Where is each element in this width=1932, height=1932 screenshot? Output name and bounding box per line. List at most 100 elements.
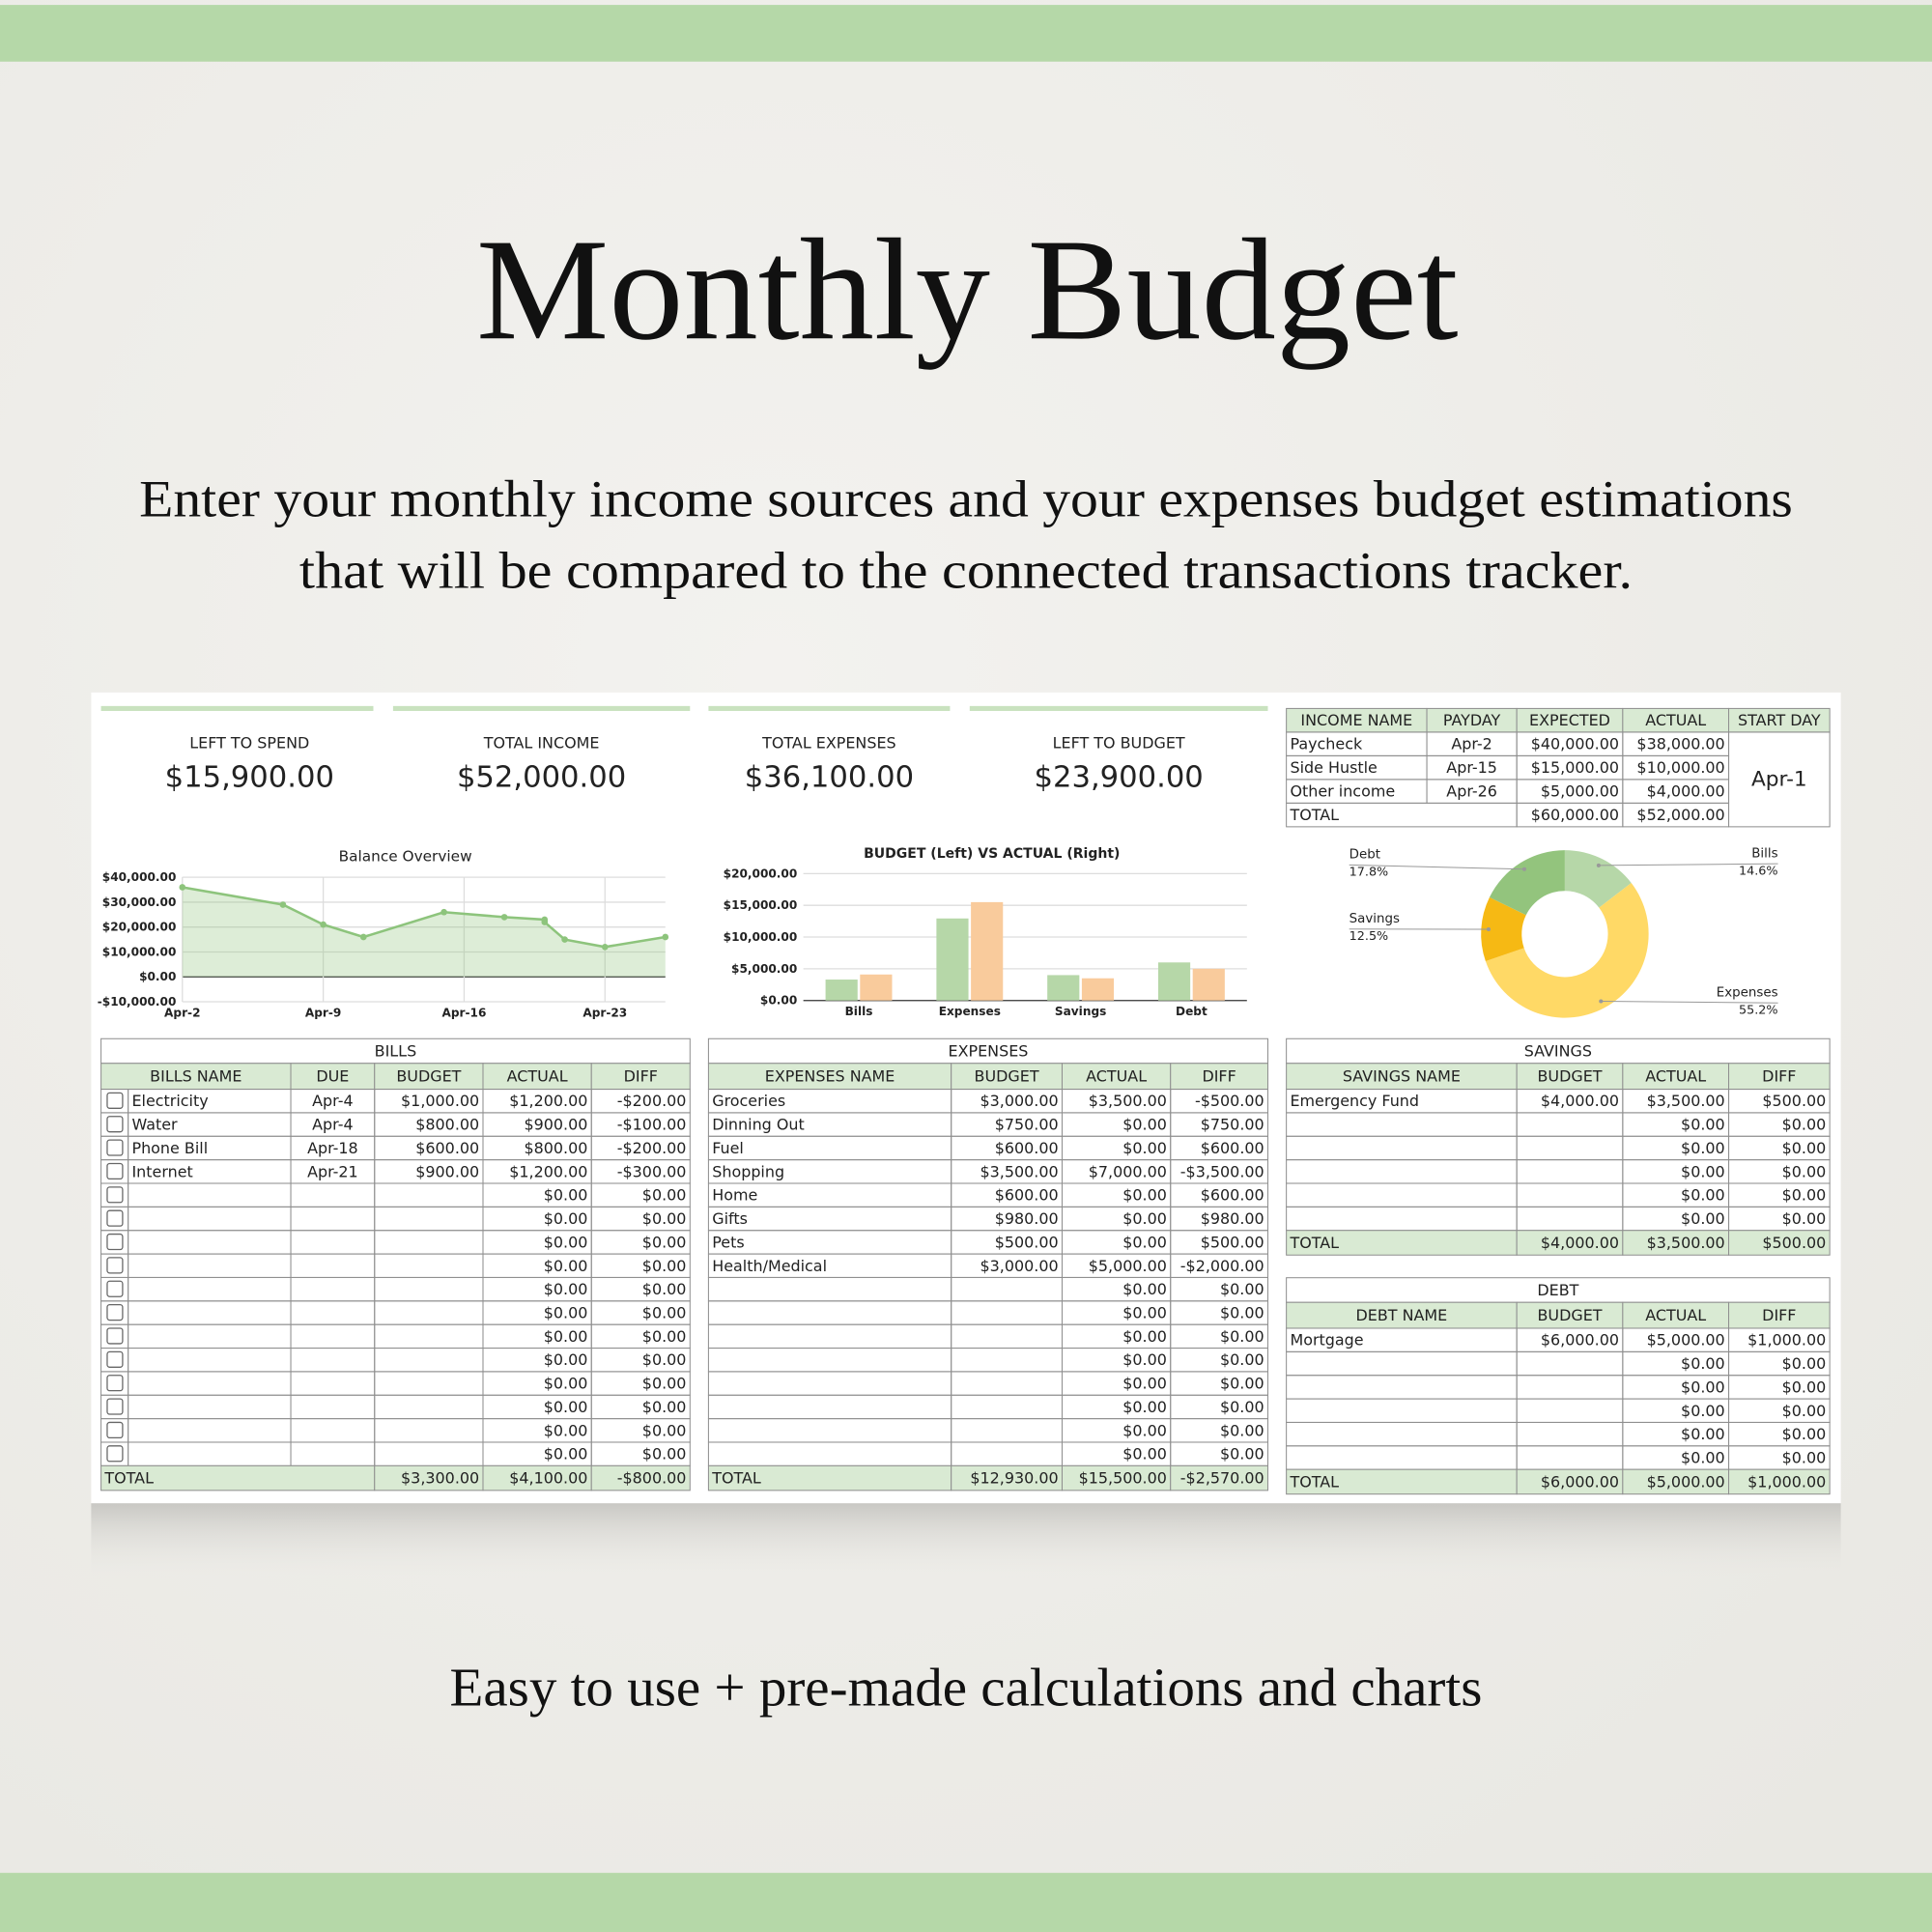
y-tick-label: $10,000.00 <box>102 945 177 958</box>
cell-text: -$200.00 <box>617 1092 687 1110</box>
cell-text: Paycheck <box>1290 735 1363 753</box>
total-cell <box>590 1464 691 1492</box>
cell-text: -$3,500.00 <box>1180 1162 1264 1180</box>
cell-text: Fuel <box>712 1139 744 1157</box>
header-cell <box>100 1063 292 1091</box>
checkbox[interactable] <box>106 1421 124 1439</box>
footer-text: Easy to use + pre-made calculations and … <box>450 1658 1483 1718</box>
header-cell <box>1728 707 1831 733</box>
total-value: $3,300.00 <box>401 1469 479 1488</box>
total-label: TOTAL <box>1289 1234 1339 1252</box>
header-cell <box>951 1063 1063 1091</box>
pie-value-label: 55.2% <box>1739 1003 1778 1017</box>
cell-text: -$2,000.00 <box>1180 1257 1264 1275</box>
column-header: BUDGET <box>396 1067 461 1086</box>
checkbox[interactable] <box>106 1233 124 1251</box>
column-header: ACTUAL <box>1645 711 1706 729</box>
chart-title: Balance Overview <box>339 847 472 865</box>
x-tick-label: Apr-2 <box>164 1006 200 1019</box>
checkbox[interactable] <box>106 1139 124 1156</box>
cell-text: Pets <box>712 1233 744 1251</box>
checkbox[interactable] <box>106 1280 124 1297</box>
cell-text: $0.00 <box>1220 1398 1264 1416</box>
leader-dot <box>1596 863 1601 867</box>
header-cell <box>482 1063 592 1091</box>
card-label: LEFT TO SPEND <box>189 734 309 753</box>
cell-text: $0.00 <box>1782 1116 1827 1134</box>
total-cell <box>1728 1468 1831 1495</box>
checkbox[interactable] <box>106 1116 124 1133</box>
pie-slice <box>1485 883 1649 1018</box>
cell-text: $0.00 <box>642 1350 687 1369</box>
checkbox[interactable] <box>106 1304 124 1321</box>
bar <box>825 980 858 1001</box>
cell-text: $0.00 <box>544 1233 588 1251</box>
header-cell <box>590 1063 691 1091</box>
cell-text: Side Hustle <box>1290 758 1377 777</box>
cell-text: $3,000.00 <box>980 1257 1059 1275</box>
total-value: -$2,570.00 <box>1180 1469 1264 1488</box>
cell-text: -$200.00 <box>617 1139 687 1157</box>
checkbox[interactable] <box>106 1398 124 1415</box>
y-tick-label: $5,000.00 <box>731 962 797 976</box>
cell-text: $0.00 <box>1220 1421 1264 1439</box>
checkbox[interactable] <box>106 1327 124 1345</box>
cell-text: $3,500.00 <box>1089 1092 1167 1110</box>
cell-text: $0.00 <box>1122 1139 1167 1157</box>
start-day-cell <box>1728 731 1831 828</box>
column-header: ACTUAL <box>1086 1067 1147 1086</box>
column-header: DIFF <box>1762 1067 1796 1086</box>
checkbox[interactable] <box>106 1375 124 1392</box>
cell-text: $0.00 <box>642 1375 687 1393</box>
point <box>359 933 367 941</box>
cell-text: $0.00 <box>1681 1116 1725 1134</box>
cell-text: $0.00 <box>1681 1186 1725 1205</box>
cell-text: $0.00 <box>1122 1421 1167 1439</box>
column-header: DIFF <box>624 1067 658 1086</box>
checkbox[interactable] <box>106 1445 124 1463</box>
page-title: Monthly Budget <box>476 209 1459 370</box>
total-value: $500.00 <box>1762 1234 1826 1252</box>
cell-text: $0.00 <box>1122 1375 1167 1393</box>
total-value: $1,000.00 <box>1747 1472 1826 1491</box>
x-tick-label: Debt <box>1176 1005 1208 1018</box>
y-tick-label: $10,000.00 <box>724 930 798 944</box>
x-tick-label: Expenses <box>939 1005 1001 1018</box>
checkbox[interactable] <box>106 1350 124 1368</box>
cell-text: $1,200.00 <box>509 1092 587 1110</box>
total-cell <box>482 1464 592 1492</box>
cell-text: $0.00 <box>642 1186 687 1205</box>
pie-value-label: 12.5% <box>1350 929 1389 944</box>
cell-text: $500.00 <box>995 1233 1059 1251</box>
header-cell <box>707 1063 952 1091</box>
checkbox[interactable] <box>106 1162 124 1180</box>
checkbox[interactable] <box>106 1209 124 1227</box>
total-value: $15,500.00 <box>1079 1469 1167 1488</box>
cell-text: Mortgage <box>1290 1331 1363 1350</box>
point <box>179 884 186 891</box>
cell-text: $0.00 <box>544 1375 588 1393</box>
point <box>279 901 287 908</box>
table-title-cell <box>100 1037 691 1065</box>
cell-text: Apr-18 <box>307 1139 358 1157</box>
cell-text: Apr-26 <box>1446 782 1497 801</box>
card-label: LEFT TO BUDGET <box>1053 734 1185 753</box>
cell-text: $0.00 <box>1122 1233 1167 1251</box>
card-accent <box>100 705 374 711</box>
pie-slice <box>1489 850 1565 916</box>
top-band <box>0 5 1932 62</box>
cell-text: Groceries <box>712 1092 785 1110</box>
checkbox[interactable] <box>106 1257 124 1274</box>
checkbox[interactable] <box>106 1092 124 1109</box>
checkbox[interactable] <box>106 1186 124 1204</box>
cell-text: $0.00 <box>1782 1209 1827 1228</box>
y-tick-label: $0.00 <box>139 970 176 983</box>
bar <box>860 974 893 1001</box>
cell-text: Home <box>712 1186 757 1205</box>
cell-text: Gifts <box>712 1209 748 1228</box>
column-header: BUDGET <box>1537 1306 1602 1324</box>
cell-text: $0.00 <box>1220 1375 1264 1393</box>
x-tick-label: Bills <box>845 1005 873 1018</box>
cell-text: $40,000.00 <box>1531 735 1619 753</box>
y-tick-label: $30,000.00 <box>102 895 177 909</box>
